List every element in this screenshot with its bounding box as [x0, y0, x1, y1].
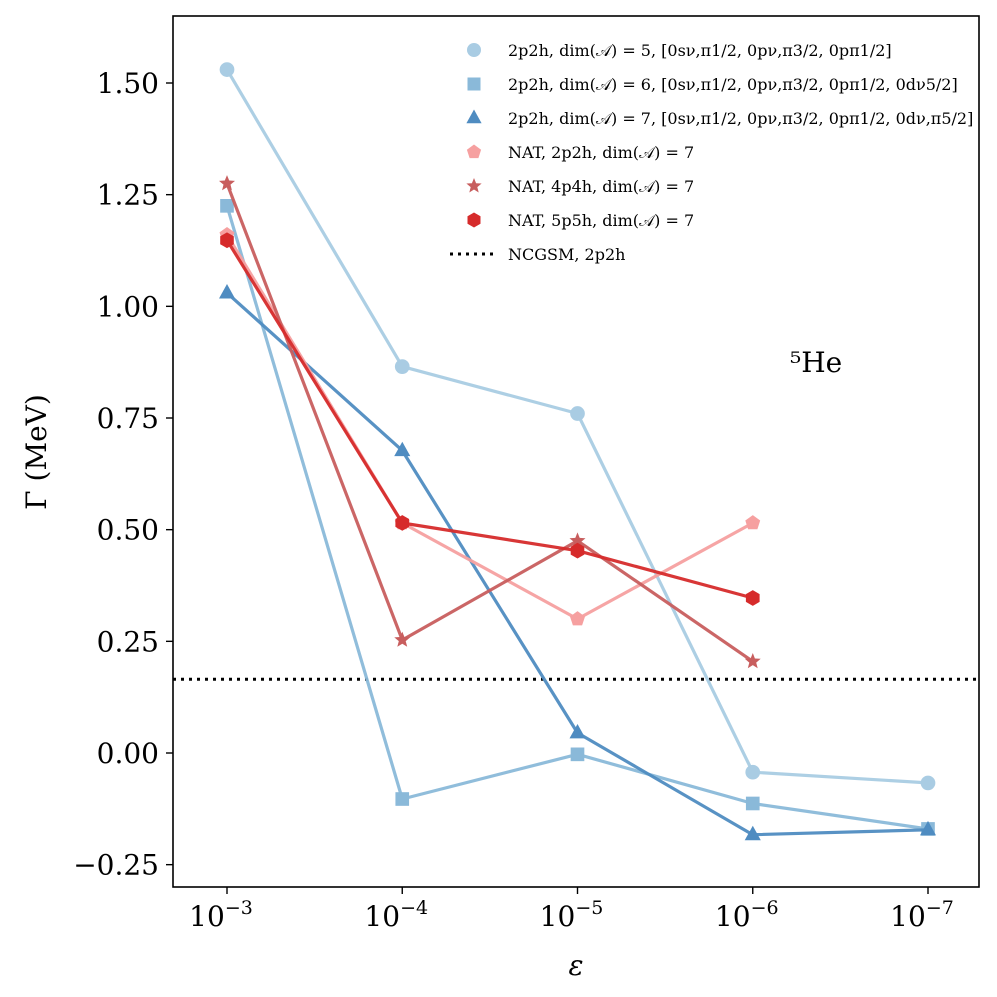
x-tick-label: 10−3 — [189, 897, 253, 933]
data-point — [920, 820, 936, 836]
legend-label: NAT, 2p2h, dim(𝒜) = 7 — [508, 143, 694, 162]
data-point — [745, 515, 761, 530]
data-point — [395, 792, 410, 806]
data-point — [744, 653, 761, 669]
x-tick-label: 10−5 — [540, 897, 604, 933]
plot-area — [173, 62, 979, 841]
data-point — [219, 62, 235, 77]
legend-label: 2p2h, dim(𝒜) = 6, [0sν,π1/2, 0pν,π3/2, 0… — [508, 75, 958, 94]
legend-marker — [466, 178, 482, 193]
nucleus-annotation: ⁵He — [790, 346, 842, 379]
y-tick-label: −0.25 — [73, 849, 159, 882]
legend-label: 2p2h, dim(𝒜) = 5, [0sν,π1/2, 0pν,π3/2, 0… — [508, 41, 892, 60]
series-line — [225, 234, 754, 621]
data-point — [745, 764, 761, 780]
x-tick-label: 10−7 — [890, 897, 954, 933]
legend-marker — [467, 77, 481, 91]
y-tick-label: 0.50 — [97, 514, 159, 547]
series-line — [225, 239, 754, 600]
x-axis-label: ε — [568, 949, 583, 982]
x-tick-label: 10−4 — [364, 897, 428, 933]
data-point — [569, 724, 586, 739]
legend-label: NCGSM, 2p2h — [508, 245, 625, 264]
data-point — [570, 406, 585, 421]
series-4 — [219, 227, 761, 626]
data-point — [920, 775, 936, 791]
legend-marker — [467, 212, 481, 228]
series-2 — [220, 199, 935, 836]
plot-frame — [172, 15, 980, 888]
y-tick-label: 0.25 — [97, 625, 159, 658]
legend-label: NAT, 5p5h, dim(𝒜) = 7 — [508, 211, 694, 230]
x-axis: 10−3 10−4 10−5 10−6 10−7 — [189, 887, 954, 933]
data-point — [395, 515, 410, 531]
series-3 — [219, 284, 936, 841]
data-point — [394, 359, 410, 374]
y-axis-label: Γ (MeV) — [20, 394, 53, 510]
legend-marker — [467, 43, 481, 57]
legend-marker — [466, 144, 482, 159]
data-point — [745, 796, 760, 811]
data-point — [569, 532, 586, 548]
data-point — [220, 199, 234, 213]
data-point — [394, 441, 411, 457]
y-axis: −0.25 0.00 0.25 0.50 0.75 1.00 1.25 1.50 — [73, 67, 173, 882]
y-tick-label: 1.50 — [97, 67, 159, 100]
series-1 — [219, 62, 936, 791]
legend-marker — [466, 109, 482, 124]
y-tick-label: 0.75 — [97, 402, 159, 435]
series-5 — [219, 175, 761, 669]
data-point — [744, 825, 761, 841]
data-point — [220, 232, 234, 249]
y-tick-label: 1.00 — [97, 290, 159, 323]
y-tick-label: 1.25 — [97, 179, 159, 212]
series-line — [225, 182, 754, 663]
data-point — [745, 590, 760, 606]
data-point — [570, 747, 585, 762]
legend: 2p2h, dim(𝒜) = 5, [0sν,π1/2, 0pν,π3/2, 0… — [450, 41, 973, 264]
data-point — [219, 175, 235, 191]
data-point — [394, 631, 411, 647]
series-6 — [220, 232, 760, 606]
legend-label: 2p2h, dim(𝒜) = 7, [0sν,π1/2, 0pν,π3/2, 0… — [508, 109, 973, 128]
x-tick-label: 10−6 — [715, 897, 779, 933]
y-tick-label: 0.00 — [97, 737, 159, 770]
data-point — [219, 284, 235, 299]
legend-label: NAT, 4p4h, dim(𝒜) = 7 — [508, 177, 694, 196]
data-point — [570, 611, 585, 626]
data-point — [570, 542, 585, 559]
